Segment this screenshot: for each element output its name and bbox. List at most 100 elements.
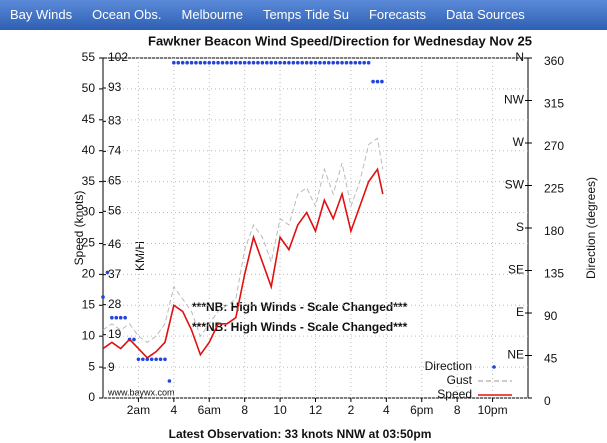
nav-item[interactable]: Temps Tide Su: [262, 7, 349, 22]
direction-dot: [300, 60, 305, 65]
direction-dot: [362, 60, 366, 65]
direction-dot: [353, 60, 358, 65]
direction-dot: [163, 357, 167, 362]
direction-dot: [105, 270, 110, 275]
direction-dot: [136, 357, 141, 362]
compass-label: NE: [507, 348, 524, 362]
y2-tick-label: 90: [544, 309, 558, 323]
x-tick-label: 2am: [127, 403, 150, 417]
chart-title: Fawkner Beacon Wind Speed/Direction for …: [148, 33, 532, 48]
y-tick-label: 40: [82, 143, 96, 157]
direction-dot: [295, 60, 300, 65]
direction-dot: [238, 60, 243, 65]
direction-dot: [357, 60, 362, 65]
nav-item[interactable]: Forecasts: [368, 7, 427, 22]
direction-dot: [247, 60, 251, 65]
y2-tick-label: 45: [544, 352, 558, 366]
kmh-tick-label: 56: [108, 204, 122, 218]
kmh-tick-label: 19: [108, 327, 122, 341]
direction-dot: [256, 60, 260, 65]
legend-label: Gust: [447, 373, 473, 387]
nav-item[interactable]: Melbourne: [181, 7, 243, 22]
direction-dot: [189, 60, 194, 65]
annotation: ***NB: High Winds - Scale Changed***: [192, 320, 408, 334]
direction-dot: [375, 79, 380, 84]
direction-dot: [185, 60, 189, 65]
direction-dot: [304, 60, 309, 65]
nav-item[interactable]: Ocean Obs.: [92, 7, 162, 22]
kmh-tick-label: 37: [108, 267, 122, 281]
y-tick-label: 55: [82, 50, 96, 64]
direction-dot: [118, 315, 123, 320]
compass-label: S: [516, 220, 524, 234]
nav-item[interactable]: Data Sources: [446, 7, 525, 22]
y2-tick-label: 360: [544, 54, 564, 68]
y-tick-label: 30: [82, 205, 96, 219]
direction-dot: [225, 60, 229, 65]
direction-dot: [344, 60, 349, 65]
nav-item[interactable]: Bay Winds: [10, 7, 73, 22]
y-tick-label: 5: [88, 359, 95, 373]
direction-dot: [251, 60, 256, 65]
y-tick-label: 0: [88, 390, 95, 404]
x-tick-label: 8: [454, 403, 461, 417]
direction-dot: [207, 60, 212, 65]
x-tick-label: 8: [241, 403, 248, 417]
y-tick-label: 20: [82, 267, 96, 281]
kmh-tick-label: 65: [108, 174, 122, 188]
direction-dot: [282, 60, 287, 65]
direction-dot: [273, 60, 278, 65]
direction-dot: [371, 79, 375, 84]
x-tick-label: 6pm: [410, 403, 433, 417]
y-tick-label: 50: [82, 81, 96, 95]
compass-label: N: [515, 50, 524, 64]
y-tick-label: 45: [82, 112, 96, 126]
direction-dot: [149, 357, 154, 362]
legend-swatch: [492, 365, 496, 369]
direction-dot: [380, 79, 384, 84]
y2-tick-label: 315: [544, 97, 564, 111]
direction-dot: [216, 60, 220, 65]
y-tick-label: 15: [82, 297, 96, 311]
direction-dot: [265, 60, 269, 65]
compass-label: W: [513, 135, 525, 149]
speed-line: [102, 167, 384, 359]
compass-label: E: [516, 305, 524, 319]
direction-dot: [194, 60, 198, 65]
direction-dot: [313, 60, 318, 65]
kmh-tick-label: 83: [108, 114, 122, 128]
y-axis-label: Speed (knots): [72, 191, 86, 266]
kmh-tick-label: 28: [108, 297, 122, 311]
direction-dot: [158, 357, 163, 362]
direction-dot: [331, 60, 336, 65]
direction-dot: [242, 60, 247, 65]
y-tick-label: 10: [82, 328, 96, 342]
direction-dot: [172, 60, 176, 65]
legend-label: Direction: [425, 359, 472, 373]
direction-dot: [198, 60, 203, 65]
x-tick-label: 12: [309, 403, 323, 417]
nav-bar: Bay Winds Ocean Obs. Melbourne Temps Tide S…: [0, 0, 607, 30]
direction-dot: [287, 60, 291, 65]
compass-label: SE: [508, 263, 524, 277]
compass-label: SW: [505, 178, 525, 192]
direction-dot: [229, 60, 234, 65]
direction-dot: [278, 60, 282, 65]
kmh-tick-label: 74: [108, 144, 122, 158]
legend-label: Speed: [437, 387, 472, 401]
x-tick-label: 4: [170, 403, 177, 417]
direction-dot: [335, 60, 340, 65]
direction-dot: [340, 60, 344, 65]
direction-dot: [291, 60, 296, 65]
y2-tick-label: 270: [544, 139, 564, 153]
direction-dot: [309, 60, 313, 65]
direction-dot: [141, 357, 145, 362]
x-tick-label: 6am: [198, 403, 221, 417]
direction-dot: [322, 60, 327, 65]
x-tick-label: 10: [273, 403, 287, 417]
direction-dot: [180, 60, 185, 65]
direction-dot: [114, 315, 119, 320]
y2-tick-label: 0: [544, 394, 551, 408]
